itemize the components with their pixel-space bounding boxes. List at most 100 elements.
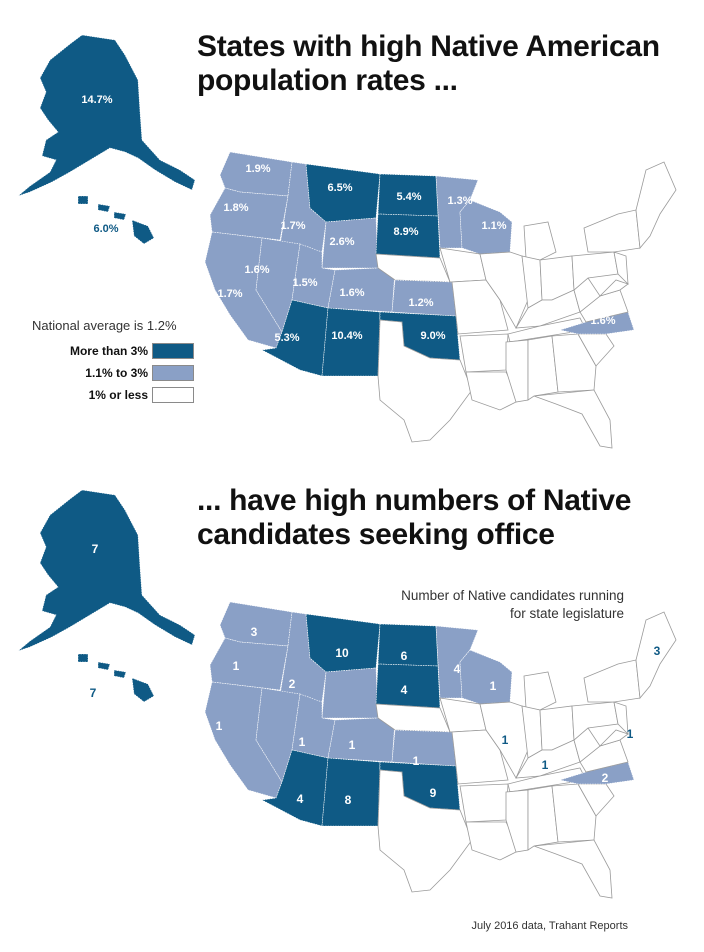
title-bottom-line2: candidates seeking office	[197, 518, 555, 551]
count-CO: 1	[349, 738, 356, 752]
count-NM: 8	[345, 793, 352, 807]
count-MT: 10	[335, 646, 349, 660]
legend-item-low: 1% or less	[60, 387, 194, 405]
label-CA: 1.7%	[217, 288, 242, 300]
label-KS: 1.2%	[408, 297, 433, 309]
alaska-state-2	[17, 489, 196, 652]
state-HI-4	[131, 219, 155, 245]
label-AZ: 5.3%	[274, 332, 299, 344]
state-ID-b	[279, 611, 327, 703]
state-HI-1	[77, 195, 89, 205]
state-AK-b	[17, 489, 196, 652]
state-LA-b	[465, 821, 521, 861]
candidates-note: Number of Native candidates running for …	[401, 587, 624, 623]
count-SD: 4	[401, 683, 408, 697]
hawaii-islands	[77, 195, 155, 245]
state-ID	[279, 161, 327, 253]
alaska-state	[17, 34, 196, 197]
label-OK: 9.0%	[420, 330, 445, 342]
state-CA	[204, 231, 283, 349]
state-WI-b	[459, 649, 513, 705]
candidates-note-line2: for state legislature	[509, 606, 624, 621]
label-SD: 8.9%	[393, 226, 418, 238]
state-OR	[209, 187, 289, 241]
label-NC: 1.6%	[590, 315, 615, 327]
state-HI-2	[97, 203, 111, 213]
count-ME: 3	[654, 644, 661, 658]
state-SD-b	[375, 663, 441, 709]
label-OR: 1.8%	[223, 202, 248, 214]
label-UT: 1.5%	[292, 277, 317, 289]
state-FL	[533, 389, 613, 449]
label-WI: 1.1%	[481, 220, 506, 232]
legend-swatch-high	[152, 343, 194, 359]
count-KY: 1	[542, 758, 549, 772]
legend-label-high: More than 3%	[69, 344, 148, 358]
state-HI-b3	[113, 669, 127, 679]
label-ND: 5.4%	[396, 191, 421, 203]
count-NC: 2	[602, 771, 609, 785]
state-MN-b	[435, 625, 479, 699]
title-bottom-line1: ... have high numbers of Native	[197, 484, 632, 517]
state-WY-b	[321, 667, 379, 719]
state-GA-b	[551, 783, 597, 843]
count-AZ: 4	[297, 792, 304, 806]
state-MT-b	[305, 613, 381, 673]
count-IL: 1	[502, 733, 509, 747]
label-HI: 6.0%	[93, 223, 118, 235]
state-AR-b	[459, 783, 509, 823]
legend-item-mid: 1.1% to 3%	[60, 365, 194, 383]
state-LA	[465, 371, 521, 411]
count-ID: 2	[289, 677, 296, 691]
state-HI-b4	[131, 677, 155, 703]
state-NV	[255, 237, 301, 333]
state-MS	[505, 339, 529, 403]
label-ID: 1.7%	[280, 220, 305, 232]
state-MN	[435, 175, 479, 249]
count-UT: 1	[299, 735, 306, 749]
legend-swatch-mid	[152, 365, 194, 381]
state-KY	[515, 289, 581, 329]
source-note: July 2016 data, Trahant Reports	[471, 920, 628, 932]
state-AL	[527, 335, 559, 401]
state-CA-b	[204, 681, 283, 799]
map-top-labels: 14.7% 6.0% 1.9% 1.8% 1.7% 6.5% 5.4% 8.9%…	[81, 94, 615, 344]
count-WI: 1	[490, 679, 497, 693]
legend-item-high: More than 3%	[60, 343, 194, 361]
count-CA: 1	[216, 719, 223, 733]
state-MI	[523, 221, 557, 261]
state-AK	[17, 34, 196, 197]
count-HI: 7	[90, 686, 97, 700]
state-NV-b	[255, 687, 301, 783]
state-SD	[375, 213, 441, 259]
count-KS: 1	[413, 754, 420, 768]
state-MS-b	[505, 789, 529, 853]
state-NJ	[613, 251, 629, 286]
label-NM: 10.4%	[331, 330, 362, 342]
title-top-line1: States with high Native American	[197, 30, 660, 63]
state-HI-3	[113, 211, 127, 221]
contiguous-us-2	[204, 601, 677, 899]
contiguous-us	[204, 151, 677, 449]
label-MT: 6.5%	[327, 182, 352, 194]
state-NJ-b	[613, 701, 629, 736]
count-WA: 3	[251, 625, 258, 639]
count-OK: 9	[430, 786, 437, 800]
label-AK: 14.7%	[81, 94, 112, 106]
title-top: States with high Native American populat…	[197, 30, 660, 98]
hawaii-islands-2	[77, 653, 155, 703]
count-OR: 1	[233, 659, 240, 673]
state-NE-states	[635, 161, 677, 249]
state-AL-b	[527, 785, 559, 851]
label-WA: 1.9%	[245, 163, 270, 175]
state-PA	[571, 251, 619, 291]
state-KY-b	[515, 739, 581, 779]
state-FL-b	[533, 839, 613, 899]
count-ND: 6	[401, 649, 408, 663]
count-MN: 4	[454, 662, 461, 676]
state-HI-b2	[97, 661, 111, 671]
state-NY-b	[583, 659, 641, 703]
legend-label-low: 1% or less	[88, 388, 148, 402]
title-bottom: ... have high numbers of Native candidat…	[197, 484, 631, 552]
